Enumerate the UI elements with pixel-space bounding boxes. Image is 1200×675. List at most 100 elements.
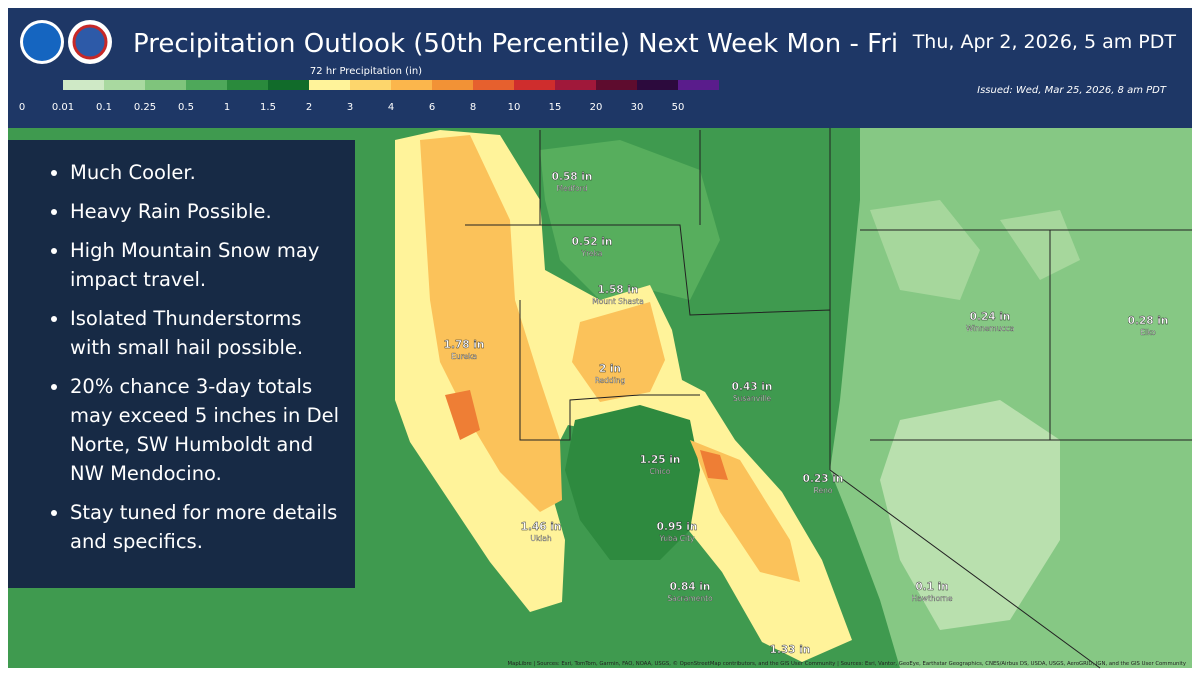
noaa-logo	[23, 23, 61, 61]
place-amount: 0.95 in	[657, 521, 698, 533]
place-name: Yreka	[581, 249, 603, 258]
border	[465, 224, 831, 470]
legend-tick-label: 0.25	[134, 102, 156, 113]
place-amount: 1.58 in	[598, 284, 639, 296]
border	[519, 300, 700, 441]
legend-tick-label: 1	[224, 102, 230, 113]
place-name: Eureka	[451, 352, 477, 361]
legend-tick-label: 50	[672, 102, 685, 113]
place-amount: 0.58 in	[552, 171, 593, 183]
bullet: High Mountain Snow may impact travel.	[70, 236, 345, 294]
place-amount: 0.24 in	[970, 311, 1011, 323]
legend: 0 0.01 0.1 0.25 0.5 1 1.5 2 3 4 6 8 10 15 20 30 50	[19, 80, 719, 113]
legend-swatch	[473, 80, 514, 90]
orange-area	[572, 302, 800, 582]
bullet: Heavy Rain Possible.	[70, 197, 345, 226]
place-amount: 0.52 in	[572, 236, 613, 248]
valley-area	[565, 405, 700, 560]
place-amount: 1.33 in	[770, 644, 811, 656]
nws-logo	[72, 24, 108, 60]
issued-time: Issued: Wed, Mar 25, 2026, 8 am PDT	[977, 85, 1167, 96]
info-panel: Much Cooler. Heavy Rain Possible. High Mou…	[8, 140, 355, 588]
legend-swatch	[514, 80, 555, 90]
legend-swatch	[678, 80, 719, 90]
legend-tick-label: 20	[590, 102, 603, 113]
bullet: Isolated Thunderstorms with small hail p…	[70, 304, 345, 362]
place-name: Elko	[1140, 328, 1156, 337]
legend-swatch	[350, 80, 391, 90]
valid-time: Thu, Apr 2, 2026, 5 am PDT	[912, 31, 1177, 53]
place-label: 1.33 in	[769, 644, 811, 656]
legend-tick-label: 15	[549, 102, 562, 113]
orange-area	[420, 135, 562, 512]
bullet: Stay tuned for more details and specific…	[70, 498, 345, 556]
header-bar	[8, 8, 1192, 128]
place-name: Hawthorne	[912, 594, 953, 603]
legend-swatch	[186, 80, 227, 90]
legend-tick-label: 4	[388, 102, 394, 113]
legend-swatch	[596, 80, 637, 90]
place-amount: 0.84 in	[670, 581, 711, 593]
borders	[465, 128, 1192, 669]
place-name: Mount Shasta	[592, 297, 643, 306]
legend-swatch	[391, 80, 432, 90]
place-name: Medford	[557, 184, 588, 193]
place-amount: 1.78 in	[444, 339, 485, 351]
place-amount: 1.25 in	[640, 454, 681, 466]
place-name: Susanville	[733, 394, 771, 403]
legend-tick-label: 8	[470, 102, 476, 113]
light-green-patch	[870, 200, 1080, 300]
legend-swatch	[145, 80, 186, 90]
legend-tick-label: 30	[631, 102, 644, 113]
legend-tick-label: 10	[508, 102, 521, 113]
legend-tick-label: 6	[429, 102, 435, 113]
legend-tick-label: 0.1	[96, 102, 112, 113]
legend-swatch	[555, 80, 596, 90]
place-name: Chico	[650, 467, 671, 476]
bullet: 20% chance 3-day totals may exceed 5 inc…	[70, 372, 345, 488]
place-amount: 0.23 in	[803, 473, 844, 485]
border	[860, 229, 1192, 441]
legend-swatch	[432, 80, 473, 90]
place-amount: 1.46 in	[521, 521, 562, 533]
lightest-green-area	[880, 400, 1060, 630]
bullet: Much Cooler.	[70, 158, 345, 187]
green-area	[540, 140, 720, 300]
legend-swatch	[268, 80, 309, 90]
legend-swatch	[227, 80, 268, 90]
legend-tick-label: 2	[306, 102, 312, 113]
legend-tick-label: 1.5	[260, 102, 276, 113]
legend-swatch	[104, 80, 145, 90]
place-amount: 2 in	[599, 363, 621, 375]
legend-swatch	[309, 80, 350, 90]
border	[539, 128, 1101, 669]
place-amount: 0.1 in	[915, 581, 948, 593]
legend-swatch	[63, 80, 104, 90]
place-name: Ukiah	[530, 534, 552, 543]
legend-tick-label: 3	[347, 102, 353, 113]
place-amount: 0.43 in	[732, 381, 773, 393]
title: Precipitation Outlook (50th Percentile) …	[133, 29, 898, 59]
place-name: Winnemucca	[966, 324, 1014, 333]
legend-tick-label: 0	[19, 102, 25, 113]
legend-swatch	[637, 80, 678, 90]
legend-tick-label: 0.5	[178, 102, 194, 113]
place-name: Sacramento	[667, 594, 713, 603]
